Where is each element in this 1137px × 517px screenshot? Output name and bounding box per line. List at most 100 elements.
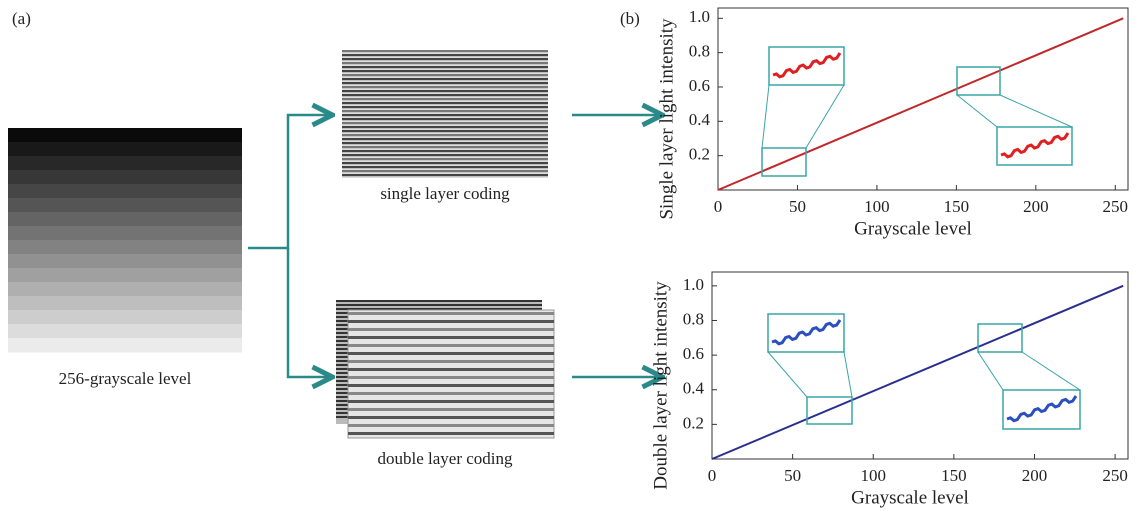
inset-zoom [996, 126, 1073, 166]
stripe [342, 114, 548, 117]
stripe [348, 400, 554, 403]
y-tick-label: 0.8 [689, 42, 710, 61]
stripe [348, 432, 554, 435]
x-tick-label: 50 [789, 197, 806, 216]
gray-band [8, 324, 242, 339]
stripe [342, 126, 548, 129]
inset-zoom [768, 46, 845, 86]
panel-label: (b) [620, 9, 640, 28]
stripe [342, 146, 548, 149]
stripe [348, 352, 554, 355]
inset-link [767, 351, 808, 398]
inset-curve [1006, 395, 1078, 423]
inset-curve [1000, 132, 1070, 159]
inset-source [806, 396, 853, 425]
gray-band [8, 156, 242, 171]
gray-band [8, 310, 242, 325]
y-tick-label: 0.4 [689, 110, 711, 129]
data-line [717, 17, 1124, 191]
double-layer-image [336, 300, 555, 439]
inset-curve [772, 52, 842, 79]
y-tick-label: 0.2 [683, 413, 704, 432]
stripe [348, 320, 554, 323]
x-tick-label: 200 [1023, 197, 1049, 216]
inset-link [1021, 351, 1081, 391]
gray-band [8, 338, 242, 353]
gray-band [8, 198, 242, 213]
x-tick-label: 0 [708, 466, 717, 485]
y-axis-label: Single layer light intensity [656, 18, 677, 220]
stripe [342, 142, 548, 145]
gray-band [8, 268, 242, 283]
inset-zoom [767, 313, 845, 353]
stripe [342, 74, 548, 77]
stripe [342, 102, 548, 105]
gray-band [8, 296, 242, 311]
arrow [248, 115, 330, 250]
stripe [342, 62, 548, 65]
x-tick-label: 100 [864, 197, 890, 216]
gray-band [8, 240, 242, 255]
x-tick-label: 250 [1103, 197, 1129, 216]
stripe [342, 106, 548, 109]
gray-band [8, 142, 242, 157]
stripe [342, 162, 548, 165]
gray-band [8, 282, 242, 297]
stripe [342, 86, 548, 89]
y-tick-label: 0.4 [683, 379, 705, 398]
inset-source [956, 66, 1001, 96]
x-tick-label: 100 [860, 466, 886, 485]
x-tick-label: 200 [1022, 466, 1048, 485]
stripe [342, 122, 548, 125]
x-axis-label: Grayscale level [851, 487, 969, 508]
x-tick-label: 150 [944, 197, 970, 216]
caption: 256-grayscale level [59, 369, 192, 388]
inset-link [999, 94, 1073, 128]
stripe [348, 376, 554, 379]
data-line [711, 284, 1124, 460]
x-tick-label: 50 [784, 466, 801, 485]
stripe [348, 408, 554, 411]
stripe [336, 308, 542, 310]
stripe [348, 344, 554, 347]
stripe [348, 336, 554, 339]
stripe [348, 328, 554, 331]
stripe [348, 384, 554, 387]
stripe [342, 78, 548, 81]
y-axis-label: Double layer light intensity [650, 281, 671, 490]
x-tick-label: 250 [1102, 466, 1128, 485]
inset-source [761, 147, 807, 177]
single-layer-image [342, 50, 548, 178]
stripe [342, 94, 548, 97]
stripe [336, 304, 542, 306]
stripe [342, 174, 548, 177]
caption: double layer coding [377, 449, 513, 468]
y-tick-label: 0.6 [689, 76, 710, 95]
stripe [342, 166, 548, 169]
stripe [336, 300, 542, 302]
inset-link [805, 84, 845, 149]
x-axis-label: Grayscale level [854, 218, 972, 239]
plot-frame [711, 271, 1129, 460]
y-tick-label: 0.6 [683, 344, 704, 363]
stripe [342, 70, 548, 73]
inset-curve [771, 319, 842, 346]
stripe [348, 360, 554, 363]
gray-band [8, 170, 242, 185]
y-tick-label: 1.0 [689, 7, 710, 26]
stripe [342, 134, 548, 137]
y-tick-label: 0.2 [689, 145, 710, 164]
stripe [342, 98, 548, 101]
stripe [348, 368, 554, 371]
stripe [348, 312, 554, 315]
stripe [348, 424, 554, 427]
arrow [286, 248, 330, 377]
stripe [348, 392, 554, 395]
plot-frame [717, 7, 1129, 191]
inset-source [977, 323, 1023, 353]
y-tick-label: 0.8 [683, 309, 704, 328]
stripe [342, 150, 548, 153]
inset-link [956, 94, 998, 128]
gray-band [8, 184, 242, 199]
